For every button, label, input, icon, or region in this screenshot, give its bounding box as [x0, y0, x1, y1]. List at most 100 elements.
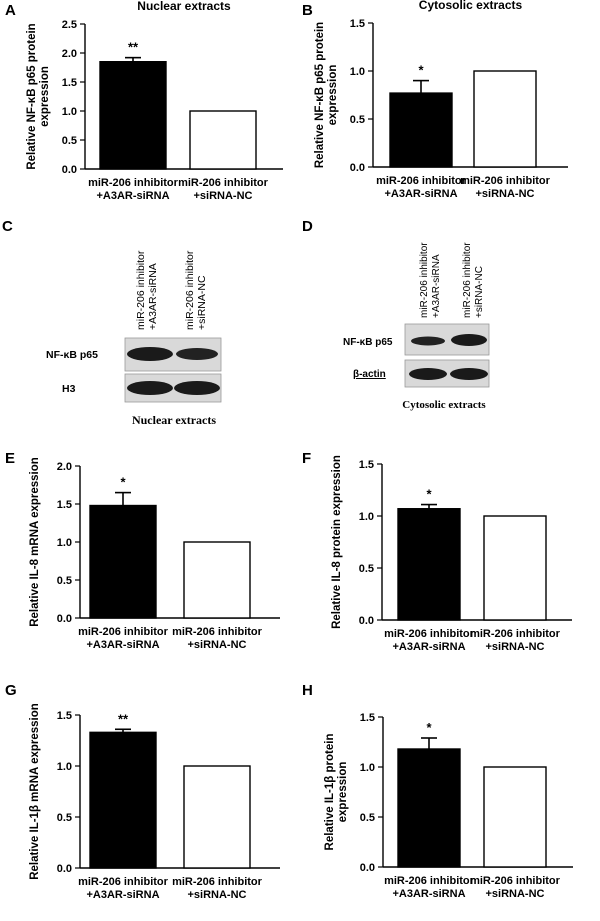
chart-e-xtick-label-1-1: +siRNA-NC: [188, 639, 247, 651]
blot-c-band-1-1: [127, 347, 173, 361]
chart-a-ytick-label-1: 0.5: [62, 135, 77, 147]
chart-h-xtick-label-1-1: +siRNA-NC: [486, 888, 545, 900]
blot-c-caption: Nuclear extracts: [132, 413, 216, 427]
chart-b-ytick-label-2: 1.0: [350, 66, 365, 78]
blot-d-lane-2-line-1: miR-206 inhibitor+siRNA-NC: [462, 242, 485, 318]
chart-b-xtick-label-0-1: +A3AR-siRNA: [384, 188, 457, 200]
chart-h-ylabel: Relative IL-1β proteinexpression: [324, 734, 349, 851]
chart-e-xtick-label-0-1: +A3AR-siRNA: [86, 639, 159, 651]
western-blot-panel-c: miR-206 inhibitor+A3AR-siRNA miR-206 inh…: [46, 250, 222, 427]
blot-c-band-1-2: [176, 348, 218, 360]
blot-d-band-2-2: [450, 368, 488, 380]
chart-a-xtick-label-0-0: miR-206 inhibitor: [88, 177, 179, 189]
chart-b-xtick-label-0-0: miR-206 inhibitor: [376, 175, 467, 187]
chart-h-xtick-label-1-0: miR-206 inhibitor: [470, 875, 561, 887]
chart-g-xtick-label-1-0: miR-206 inhibitor: [172, 876, 263, 888]
chart-panel-b: Cytosolic extracts 0.0 0.5 1.0 1.5 Relative N…: [314, 0, 568, 200]
chart-panel-f: 0.0 0.5 1.0 1.5 Relative IL-8 protein expres…: [331, 455, 572, 653]
chart-g-xtick-label-1-1: +siRNA-NC: [188, 889, 247, 901]
blot-d-row-label-1: NF-κB p65: [343, 337, 393, 348]
chart-g-ytick-label-3: 1.5: [57, 710, 72, 722]
chart-g-xtick-label-0-0: miR-206 inhibitor: [78, 876, 169, 888]
chart-g-ytick-label-2: 1.0: [57, 761, 72, 773]
chart-f-xtick-label-0-1: +A3AR-siRNA: [392, 641, 465, 653]
chart-f-ylabel-line: Relative IL-8 protein expression: [331, 455, 343, 629]
blot-d-caption: Cytosolic extracts: [402, 399, 486, 411]
lane-label-line: +A3AR-siRNA: [431, 254, 442, 318]
panel-letter-e: E: [5, 450, 16, 467]
blot-d-row-label-2: β-actin: [353, 369, 386, 380]
chart-panel-a: Nuclear extracts 0.0 0.5 1.0 1.5 2.0 2.5 Relati…: [26, 0, 283, 202]
blot-c-band-2-1: [127, 381, 173, 395]
chart-e-ytick-label-2: 1.0: [57, 537, 72, 549]
chart-f-ytick-label-2: 1.0: [359, 511, 374, 523]
chart-b-ytick-label-1: 0.5: [350, 114, 365, 126]
lane-label-line: +A3AR-siRNA: [147, 263, 159, 330]
panel-letter-c: C: [2, 218, 13, 235]
chart-b-title: Cytosolic extracts: [419, 0, 523, 12]
chart-b-ylabel: Relative NF-κB p65 proteinexpression: [314, 22, 339, 168]
chart-h-ytick-label-3: 1.5: [360, 712, 375, 724]
chart-e-bar-0: [89, 504, 157, 619]
western-blot-panel-d: miR-206 inhibitor+A3AR-siRNA miR-206 inh…: [343, 242, 490, 411]
chart-a-bar-0: [99, 61, 167, 170]
chart-e-ytick-label-4: 2.0: [57, 461, 72, 473]
chart-h-xtick-label-0-1: +A3AR-siRNA: [392, 888, 465, 900]
chart-h-ylabel-line: Relative IL-1β protein: [324, 734, 336, 851]
chart-f-ytick-label-0: 0.0: [359, 615, 374, 627]
chart-e-ytick-label-3: 1.5: [57, 499, 72, 511]
chart-e-ytick-label-1: 0.5: [57, 575, 72, 587]
lane-label-line: miR-206 inhibitor: [135, 250, 147, 330]
chart-h-ytick-label-1: 0.5: [360, 812, 375, 824]
chart-e-ytick-label-0: 0.0: [57, 613, 72, 625]
chart-a-ylabel-line: expression: [39, 66, 51, 127]
chart-a-title: Nuclear extracts: [137, 0, 231, 13]
chart-f-xtick-label-1-0: miR-206 inhibitor: [470, 628, 561, 640]
blot-c-row-label-2: H3: [62, 383, 76, 395]
chart-h-ytick-label-0: 0.0: [360, 862, 375, 874]
chart-h-ytick-label-2: 1.0: [360, 762, 375, 774]
chart-a-ytick-label-2: 1.0: [62, 106, 77, 118]
chart-h-bar-0: [397, 748, 461, 868]
chart-a-ytick-label-3: 1.5: [62, 77, 77, 89]
chart-g-xtick-label-0-1: +A3AR-siRNA: [86, 889, 159, 901]
chart-a-ytick-label-5: 2.5: [62, 19, 77, 31]
chart-a-ylabel: Relative NF-κB p65 proteinexpression: [26, 23, 51, 169]
chart-e-xtick-label-0-0: miR-206 inhibitor: [78, 626, 169, 638]
chart-b-ylabel-line: Relative NF-κB p65 protein: [314, 22, 326, 168]
chart-f-significance-0: *: [426, 487, 432, 502]
chart-e-significance-0: *: [120, 475, 126, 490]
chart-g-significance-0: **: [118, 711, 129, 726]
chart-a-xtick-label-0-1: +A3AR-siRNA: [96, 190, 169, 202]
chart-a-ytick-label-4: 2.0: [62, 48, 77, 60]
chart-h-xtick-label-0-0: miR-206 inhibitor: [384, 875, 475, 887]
panel-letter-f: F: [302, 450, 312, 467]
chart-e-ylabel-line: Relative IL-8 mRNA expression: [29, 457, 41, 627]
chart-f-xtick-label-1-1: +siRNA-NC: [486, 641, 545, 653]
lane-label-line: miR-206 inhibitor: [419, 242, 430, 318]
chart-a-significance-0: **: [128, 40, 139, 55]
chart-f-xtick-label-0-0: miR-206 inhibitor: [384, 628, 475, 640]
chart-h-bar-1: [483, 766, 547, 868]
chart-h-ylabel-line: expression: [337, 762, 349, 823]
chart-h-significance-0: *: [426, 720, 432, 735]
chart-b-ylabel-line: expression: [327, 65, 339, 126]
chart-g-bar-1: [183, 765, 251, 869]
chart-b-xtick-label-1-1: +siRNA-NC: [476, 188, 535, 200]
panel-letter-d: D: [302, 218, 313, 235]
chart-g-bar-0: [89, 731, 157, 869]
panel-letter-a: A: [5, 2, 16, 19]
lane-label-line: miR-206 inhibitor: [184, 250, 196, 330]
chart-f-ylabel: Relative IL-8 protein expression: [331, 455, 343, 629]
blot-d-lane-1-line-1: miR-206 inhibitor+A3AR-siRNA: [419, 242, 442, 318]
chart-a-xtick-label-1-0: miR-206 inhibitor: [178, 177, 269, 189]
blot-c-lane-1-line-1: miR-206 inhibitor+A3AR-siRNA: [135, 250, 159, 330]
blot-d-band-2-1: [409, 368, 447, 380]
chart-e-bar-1: [183, 541, 251, 619]
blot-d-band-1-2: [451, 334, 487, 346]
chart-a-ytick-label-0: 0.0: [62, 164, 77, 176]
panel-letter-b: B: [302, 2, 313, 19]
chart-b-bar-1: [473, 70, 537, 168]
lane-label-line: +siRNA-NC: [474, 266, 485, 318]
chart-f-bar-1: [483, 515, 547, 621]
